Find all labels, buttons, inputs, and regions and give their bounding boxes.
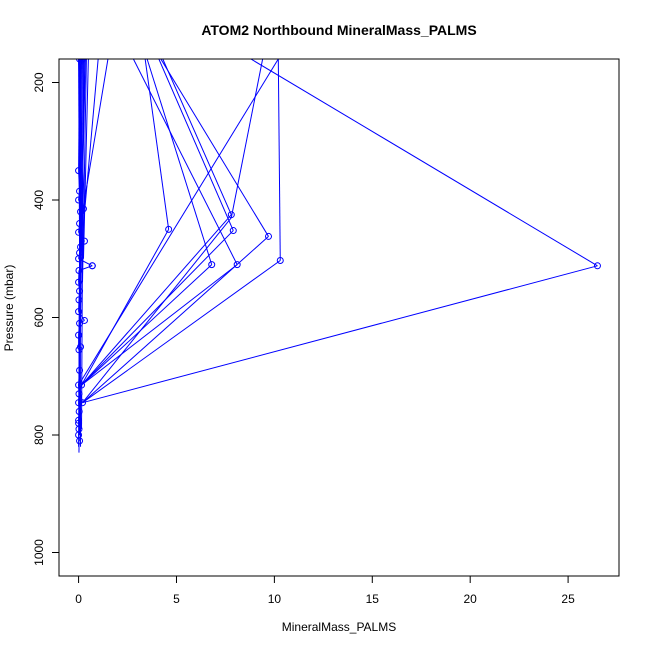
data-point (80, 316, 88, 324)
data-layer (75, 59, 601, 453)
data-point (78, 381, 86, 389)
data-point (75, 267, 83, 274)
series-line-segment (81, 229, 170, 386)
series-line-segment (78, 59, 85, 209)
y-tick-label: 400 (32, 190, 46, 210)
series-line-segment (250, 59, 598, 267)
data-point (75, 381, 83, 389)
data-point (76, 220, 84, 227)
data-point (229, 227, 237, 235)
series-line-segment (82, 265, 598, 404)
data-point (233, 261, 241, 269)
data-point (76, 287, 84, 295)
data-point (75, 167, 83, 175)
data-point (75, 408, 83, 415)
data-point (76, 187, 84, 195)
series-line-segment (81, 230, 234, 386)
series-line-segment (82, 217, 232, 404)
data-point (80, 237, 88, 245)
y-tick-label: 200 (32, 72, 46, 92)
series-line-segment (158, 59, 234, 231)
series-line-segment (81, 59, 109, 218)
data-point (77, 343, 85, 351)
data-point (75, 416, 83, 424)
data-point (76, 59, 84, 63)
data-point (276, 257, 284, 265)
series-line-segment (132, 59, 238, 265)
series-line-segment (144, 59, 170, 230)
series-line-segment (78, 59, 86, 347)
data-point (75, 419, 83, 427)
x-tick-label: 15 (366, 592, 380, 606)
x-tick-label: 25 (561, 592, 575, 606)
data-point (593, 262, 601, 270)
data-point (208, 261, 216, 269)
x-axis-label: MineralMass_PALMS (282, 620, 396, 634)
y-tick-label: 800 (32, 425, 46, 445)
series-line-segment (162, 59, 232, 215)
chart-title: ATOM2 Northbound MineralMass_PALMS (201, 22, 476, 38)
x-tick-label: 20 (464, 592, 478, 606)
series-line-segment (82, 59, 89, 259)
series-line-segment (230, 59, 264, 218)
series-line-segment (81, 214, 232, 386)
data-point (76, 366, 84, 374)
data-point (75, 278, 83, 286)
series-line-segment (160, 59, 269, 237)
data-point (75, 196, 83, 204)
data-point (75, 296, 83, 304)
data-point (75, 331, 83, 339)
x-tick-label: 0 (75, 592, 82, 606)
data-point (75, 308, 83, 316)
series-line-segment (277, 59, 281, 261)
data-point (77, 243, 85, 251)
series-line-segment (78, 59, 279, 386)
y-tick-label: 1000 (32, 539, 46, 566)
data-point (75, 399, 83, 407)
plot-frame (58, 58, 620, 577)
series-line-segment (82, 260, 281, 404)
series-line-segment (81, 264, 213, 386)
data-point (75, 390, 83, 398)
series-line-segment (81, 264, 238, 386)
series-line-segment (82, 236, 269, 404)
data-point (165, 225, 173, 233)
data-point (79, 205, 87, 213)
data-point (75, 228, 83, 236)
data-point (227, 211, 235, 219)
data-point (88, 262, 96, 270)
x-tick-label: 5 (173, 592, 180, 606)
y-tick-label: 600 (32, 307, 46, 327)
data-point (79, 399, 86, 407)
x-tick-label: 10 (268, 592, 282, 606)
y-axis-label: Pressure (mbar) (2, 265, 16, 352)
data-point (79, 59, 86, 63)
data-point (265, 232, 273, 240)
series-line-segment (146, 59, 213, 265)
